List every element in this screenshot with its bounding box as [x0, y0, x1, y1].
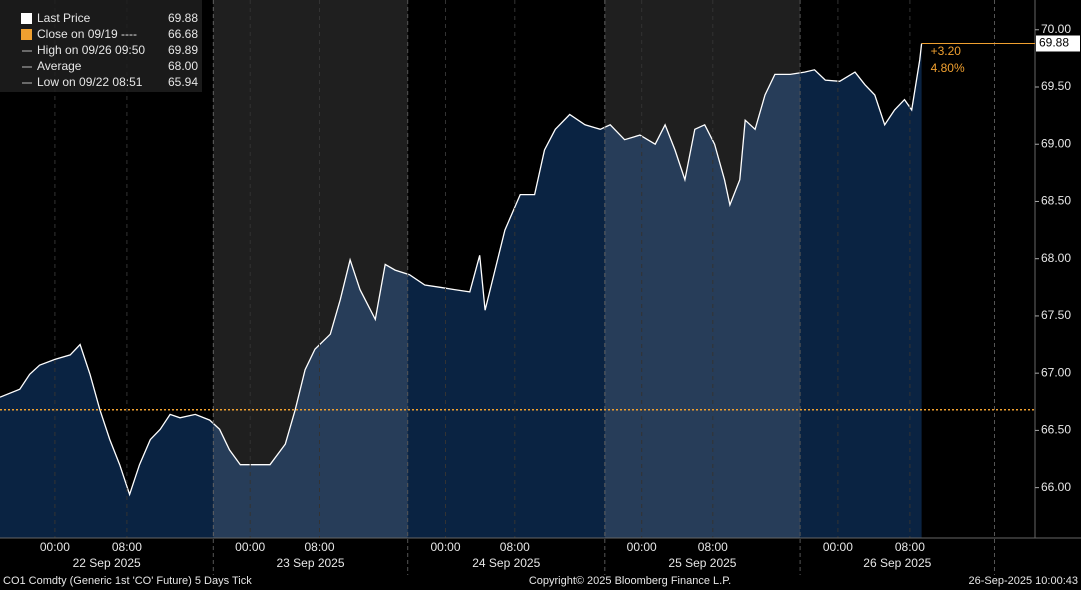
y-tick-label: 69.00 — [1041, 136, 1071, 150]
price-line — [0, 43, 923, 497]
y-tick-label: 67.50 — [1041, 308, 1071, 322]
change-pct-label: 4.80% — [931, 61, 965, 75]
y-tick-label: 66.00 — [1041, 480, 1071, 494]
date-label: 24 Sep 2025 — [472, 556, 540, 570]
legend-label: Close on 09/19 ---- — [37, 27, 137, 41]
date-label: 25 Sep 2025 — [668, 556, 736, 570]
session-shade — [604, 0, 801, 538]
x-tick-label: 08:00 — [698, 540, 728, 554]
y-tick-label: 67.00 — [1041, 365, 1071, 379]
x-tick-label: 08:00 — [112, 540, 142, 554]
x-tick-label: 00:00 — [823, 540, 853, 554]
legend-box — [0, 0, 202, 92]
last-price-label: 69.88 — [1039, 36, 1069, 50]
x-tick-label: 00:00 — [430, 540, 460, 554]
last-price-box — [1036, 35, 1080, 52]
legend-swatch — [21, 29, 32, 40]
session-shade — [213, 0, 408, 538]
date-label: 22 Sep 2025 — [73, 556, 141, 570]
legend-label: Low on 09/22 08:51 — [37, 75, 143, 89]
x-tick-label: 08:00 — [304, 540, 334, 554]
date-label: 23 Sep 2025 — [276, 556, 344, 570]
legend-label: High on 09/26 09:50 — [37, 43, 145, 57]
legend-value: 69.88 — [168, 11, 198, 25]
legend-swatch — [21, 13, 32, 24]
x-tick-label: 08:00 — [895, 540, 925, 554]
legend-value: 68.00 — [168, 59, 198, 73]
legend-value: 66.68 — [168, 27, 198, 41]
x-tick-label: 00:00 — [40, 540, 70, 554]
legend-label: Last Price — [37, 11, 91, 25]
date-label: 26 Sep 2025 — [863, 556, 931, 570]
y-tick-label: 68.00 — [1041, 251, 1071, 265]
y-tick-label: 70.00 — [1041, 22, 1071, 36]
y-tick-label: 66.50 — [1041, 423, 1071, 437]
footer-left: CO1 Comdty (Generic 1st 'CO' Future) 5 D… — [3, 575, 252, 587]
legend-label: Average — [37, 59, 82, 73]
footer-right: 26-Sep-2025 10:00:43 — [969, 575, 1078, 587]
y-tick-label: 68.50 — [1041, 194, 1071, 208]
x-tick-label: 08:00 — [500, 540, 530, 554]
change-label: +3.20 — [931, 44, 962, 58]
legend-value: 65.94 — [168, 75, 198, 89]
footer-center: Copyright© 2025 Bloomberg Finance L.P. — [529, 575, 731, 587]
y-tick-label: 69.50 — [1041, 79, 1071, 93]
x-tick-label: 00:00 — [627, 540, 657, 554]
x-tick-label: 00:00 — [235, 540, 265, 554]
legend-value: 69.89 — [168, 43, 198, 57]
